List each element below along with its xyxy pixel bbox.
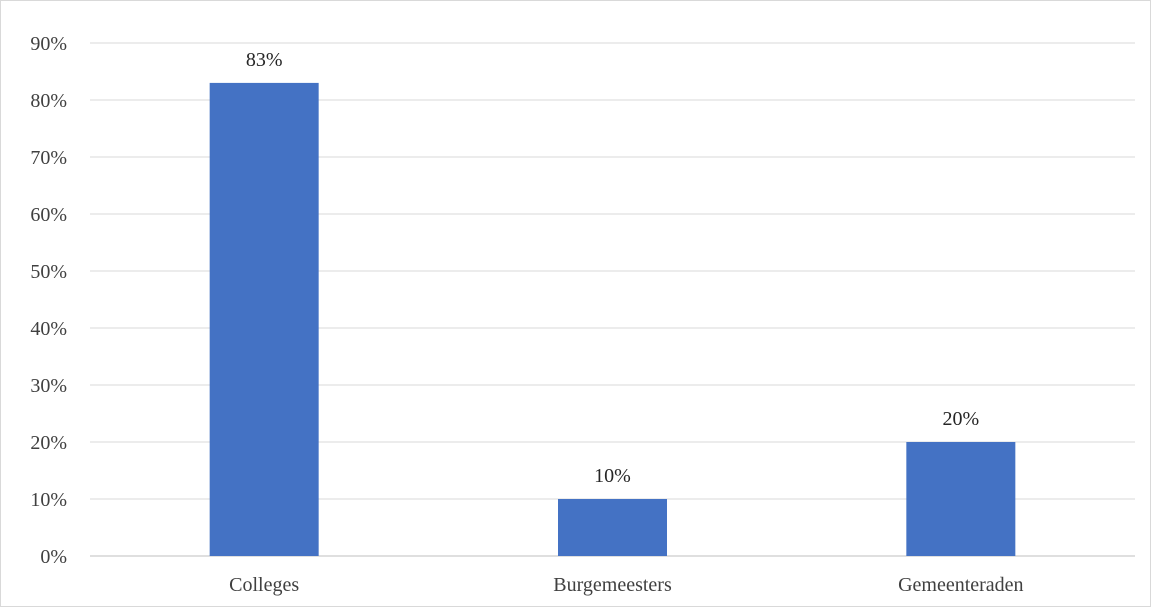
category-label: Gemeenteraden bbox=[898, 574, 1023, 596]
data-label: 20% bbox=[942, 408, 979, 430]
bar-colleges bbox=[209, 82, 319, 557]
y-tick-label: 20% bbox=[30, 432, 67, 454]
bar-gemeenteraden bbox=[906, 442, 1016, 556]
y-tick-label: 90% bbox=[30, 33, 67, 55]
y-tick-label: 40% bbox=[30, 318, 67, 340]
category-label: Burgemeesters bbox=[553, 574, 672, 596]
data-label: 10% bbox=[594, 465, 631, 487]
y-tick-label: 0% bbox=[40, 546, 67, 568]
y-tick-label: 60% bbox=[30, 204, 67, 226]
bar-burgemeesters bbox=[558, 499, 667, 556]
category-label: Colleges bbox=[229, 574, 299, 596]
data-label: 83% bbox=[246, 49, 283, 71]
y-tick-label: 10% bbox=[30, 489, 67, 511]
y-tick-label: 80% bbox=[30, 90, 67, 112]
y-tick-label: 50% bbox=[30, 261, 67, 283]
y-tick-label: 70% bbox=[30, 147, 67, 169]
y-tick-label: 30% bbox=[30, 375, 67, 397]
